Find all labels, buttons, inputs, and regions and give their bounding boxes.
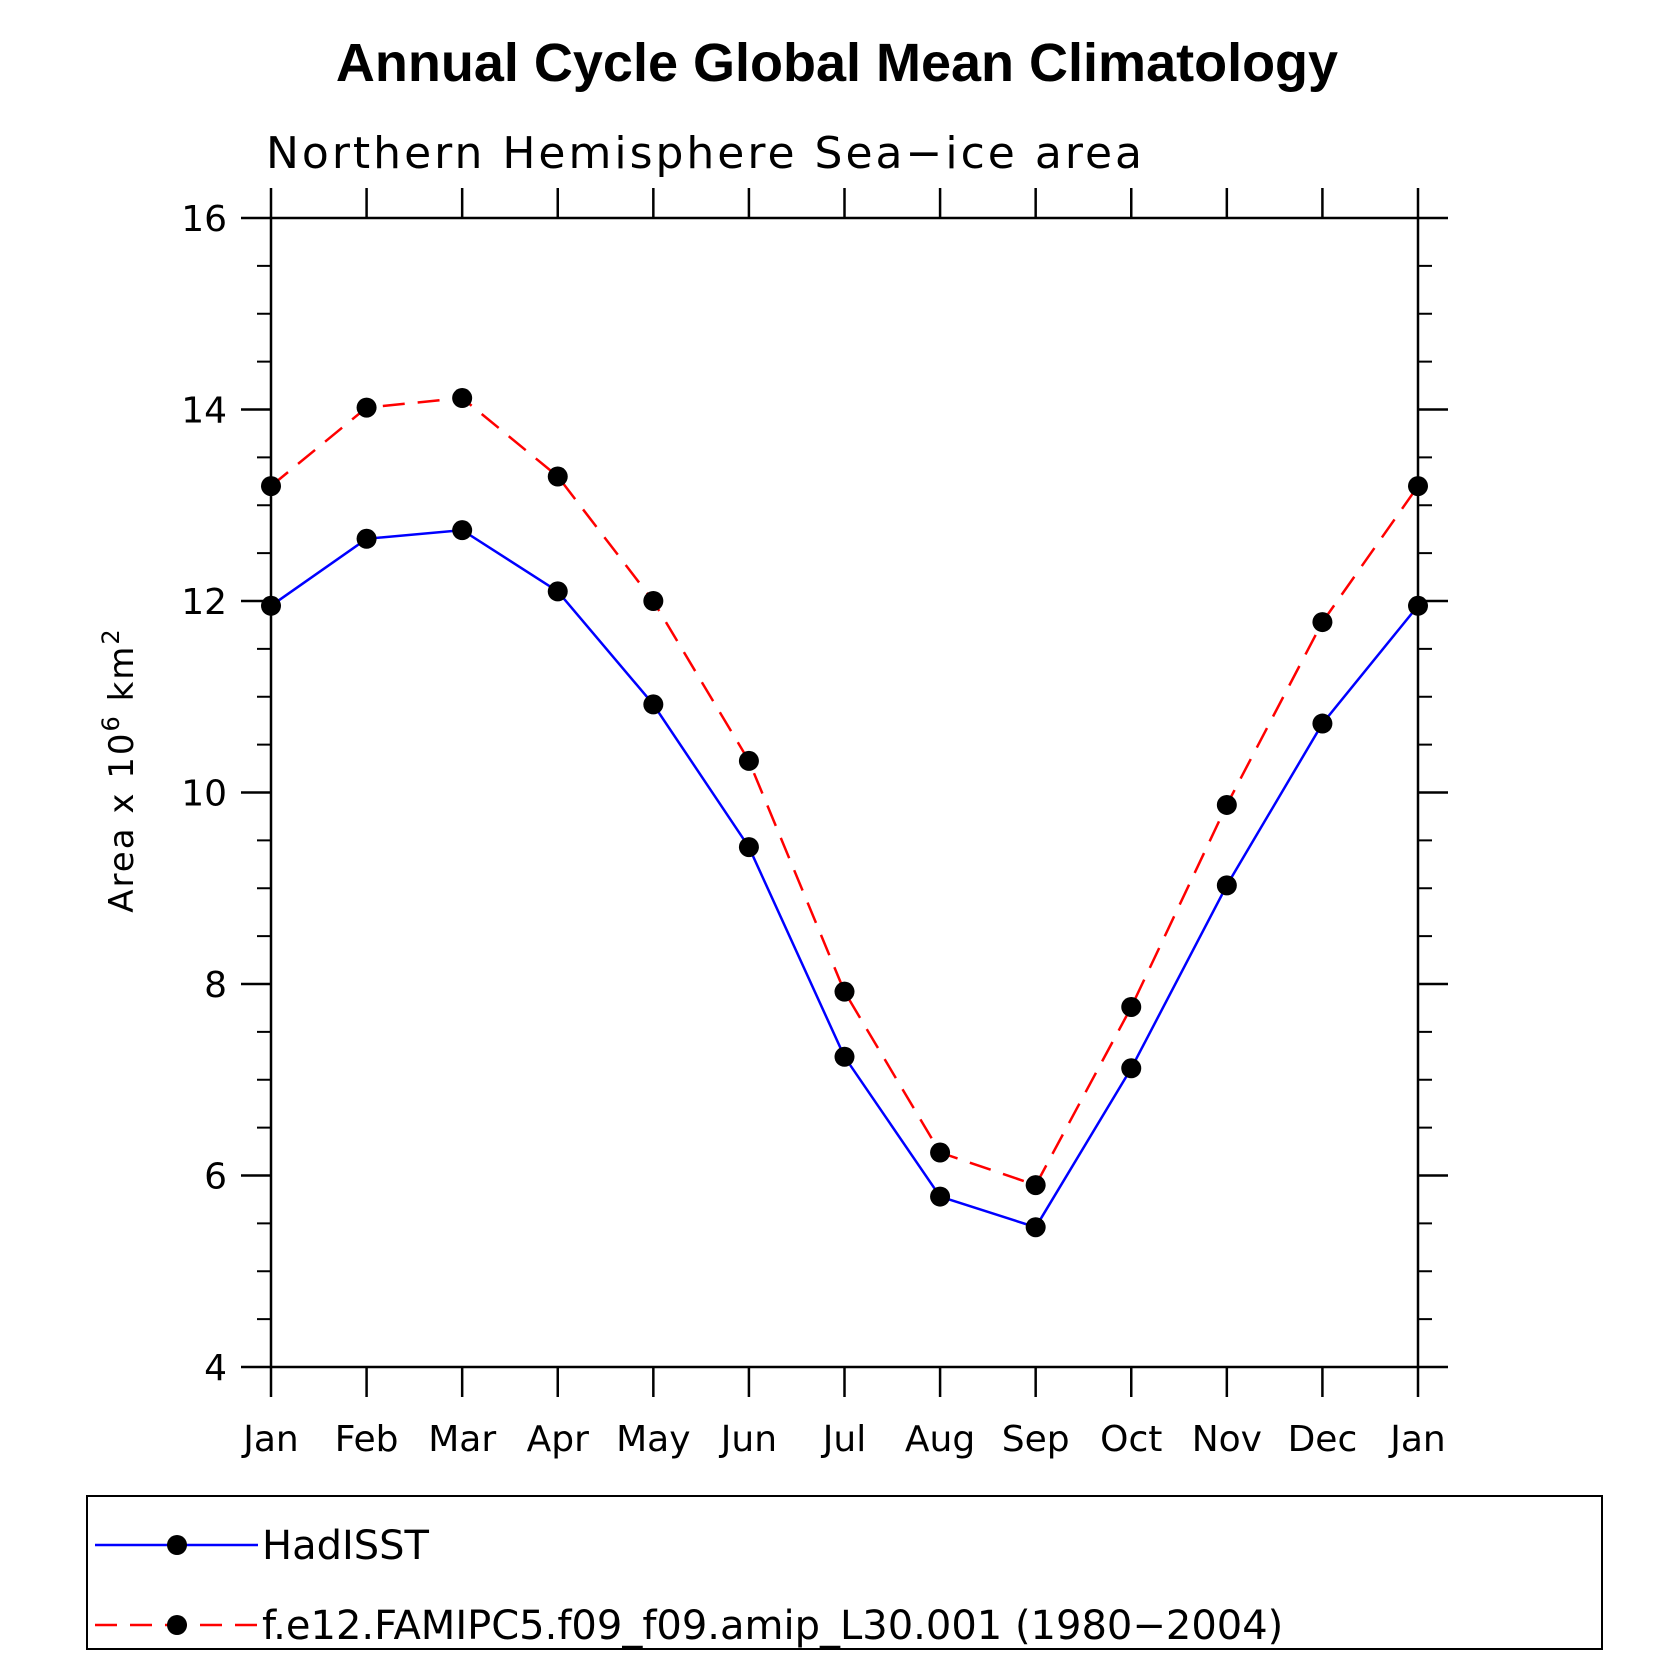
series-0-point [1121, 1058, 1142, 1079]
series-1-point [1216, 794, 1237, 815]
series-1-point [547, 466, 568, 487]
series-line-1 [270, 396, 1420, 1187]
legend: HadISST f.e12.FAMIPC5.f09_f09.amip_L30.00… [86, 1495, 1603, 1650]
legend-label-1: f.e12.FAMIPC5.f09_f09.amip_L30.001 (1980… [262, 1603, 1283, 1649]
series-0-point [1025, 1217, 1046, 1238]
legend-label-0: HadISST [262, 1523, 430, 1569]
x-tick-label: Nov [1192, 1419, 1262, 1460]
x-tick-label: Sep [1002, 1419, 1070, 1460]
series-0-point [547, 581, 568, 602]
y-tick-label: 16 [181, 199, 227, 240]
x-tick-label: Jul [821, 1419, 866, 1460]
series-0-point [452, 520, 473, 541]
series-1-point [1312, 612, 1333, 633]
series-1-point [356, 397, 377, 418]
series-1-point [930, 1142, 951, 1163]
plot-frame [269, 216, 1420, 1369]
chart-title: Annual Cycle Global Mean Climatology [336, 33, 1338, 93]
x-tick-label: Jan [1388, 1419, 1446, 1460]
chart-subtitle: Northern Hemisphere Sea−ice area [266, 128, 1145, 179]
legend-box [86, 1495, 1603, 1650]
legend-marker-0 [167, 1535, 187, 1555]
series-1-point [643, 591, 664, 611]
x-tick-label: Dec [1288, 1419, 1358, 1460]
y-tick-label: 8 [204, 965, 227, 1006]
y-tick-label: 12 [181, 582, 227, 623]
x-tick-label: Apr [527, 1419, 589, 1460]
series-layer [261, 388, 1428, 1238]
y-axis-label: Area x 106 km2 [97, 627, 142, 912]
series-0-point [1216, 875, 1237, 896]
y-tick-label: 14 [181, 391, 227, 432]
x-tick-label: Oct [1100, 1419, 1162, 1460]
series-0-point [643, 694, 664, 715]
series-0-point [738, 837, 759, 858]
series-1-point [452, 388, 473, 409]
y-tick-label: 4 [204, 1348, 227, 1389]
x-tick-label: Mar [428, 1419, 496, 1460]
y-tick-label: 6 [204, 1157, 227, 1198]
x-tick-label: May [616, 1419, 690, 1460]
legend-marker-1 [167, 1615, 187, 1635]
series-0-point [1312, 713, 1333, 734]
series-1-point [834, 981, 855, 1002]
axis-ticks: 4 6 8 10 12 14 16 Jan Feb Mar Apr May Jun Jul Aug Sep Oc… [181, 188, 1448, 1460]
y-tick-label: 10 [181, 774, 227, 815]
x-tick-label: Jun [719, 1419, 777, 1460]
x-tick-label: Feb [335, 1419, 399, 1460]
series-0-point [834, 1046, 855, 1067]
series-1-point [738, 750, 759, 771]
x-tick-label: Jan [241, 1419, 299, 1460]
series-line-0 [270, 528, 1419, 1229]
series-1-point [1121, 996, 1142, 1017]
series-0-point [356, 528, 377, 549]
x-tick-label: Aug [905, 1419, 975, 1460]
series-0-point [930, 1186, 951, 1207]
series-1-point [1025, 1175, 1046, 1196]
